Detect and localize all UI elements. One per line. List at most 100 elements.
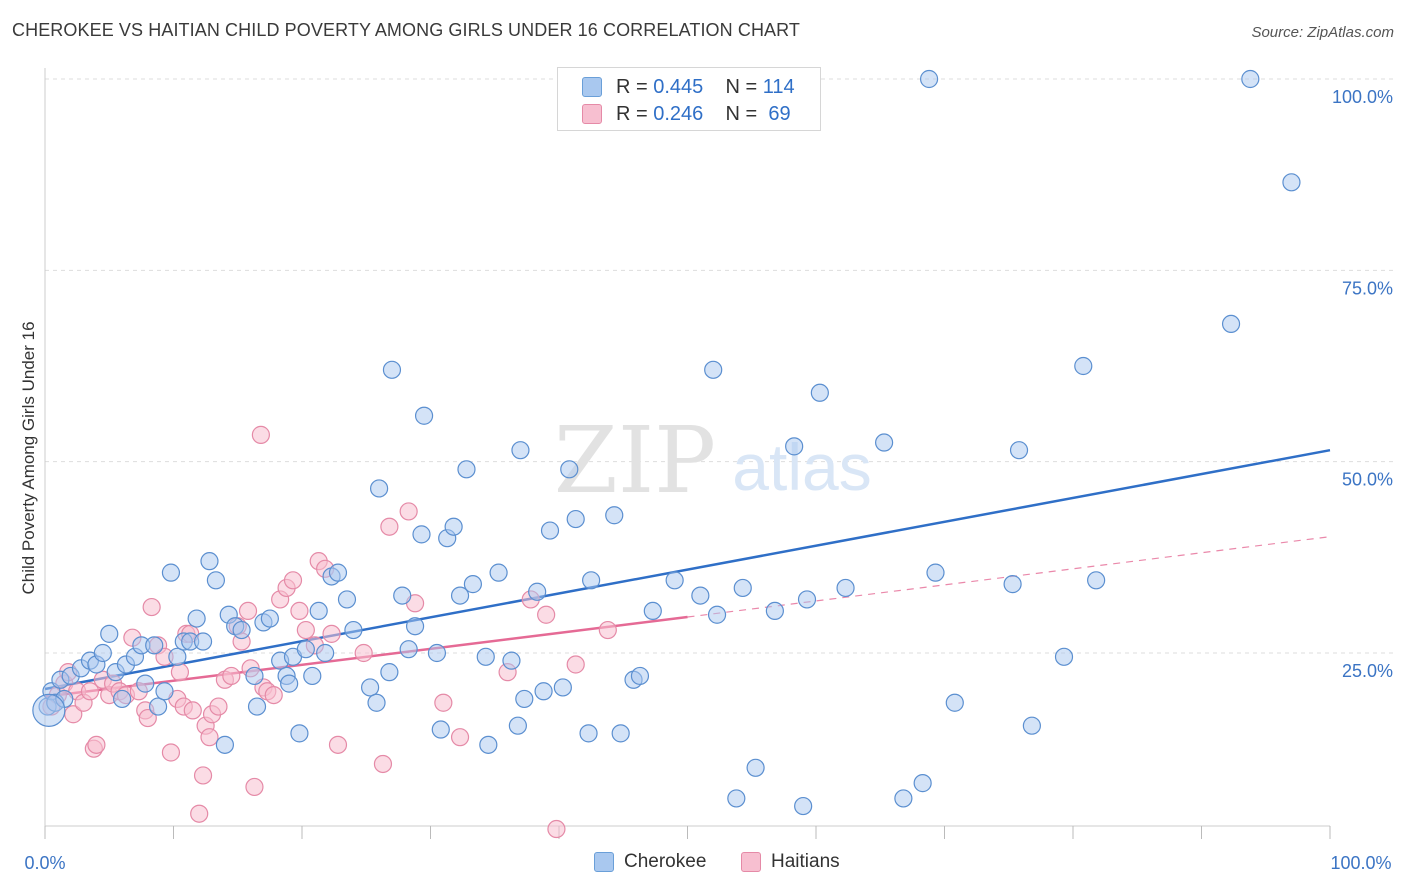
haitians-point	[283, 571, 303, 590]
haitians-point	[245, 777, 264, 797]
cherokee-point	[785, 437, 804, 456]
y-tick-label: 75.0%	[1342, 278, 1393, 298]
legend-n-label: N =	[725, 75, 758, 98]
cherokee-point	[405, 617, 425, 636]
cherokee-point	[515, 689, 534, 709]
cherokee-point	[611, 724, 630, 743]
haitians-point	[373, 754, 393, 774]
cherokee-point	[280, 674, 299, 693]
cherokee-trend-line	[44, 448, 1331, 691]
cherokee-point	[187, 609, 206, 628]
legend: R = 0.445 N = 114 R = 0.246 N = 69	[557, 67, 821, 131]
haitians-point	[161, 743, 181, 762]
cherokee-point	[145, 636, 164, 655]
haitians-point	[328, 735, 348, 754]
cherokee-point	[765, 601, 784, 621]
legend-swatch-cherokee	[582, 77, 602, 97]
haitians-point	[399, 502, 418, 521]
cherokee-point	[1282, 173, 1301, 192]
cherokee-point	[427, 643, 447, 663]
legend-r-label: R =	[616, 102, 648, 125]
bottom-legend-label: Cherokee	[624, 851, 707, 872]
cherokee-point	[380, 663, 399, 682]
cherokee-point	[836, 578, 855, 598]
haitians-point	[434, 693, 453, 712]
cherokee-point	[643, 601, 662, 621]
cherokee-point	[566, 509, 585, 529]
cherokee-point	[528, 582, 547, 601]
cherokee-point	[797, 590, 817, 609]
cherokee-point	[630, 666, 650, 686]
cherokee-point	[1074, 356, 1093, 376]
cherokee-point	[32, 693, 66, 728]
haitians-point	[290, 601, 309, 621]
cherokee-point	[746, 758, 765, 777]
cherokee-point	[193, 632, 213, 651]
cherokee-point	[412, 525, 431, 544]
haitians-point	[450, 728, 470, 747]
haitians-point	[322, 624, 341, 643]
haitians-point	[80, 682, 100, 701]
y-tick-label: 25.0%	[1342, 661, 1393, 681]
cherokee-point	[691, 586, 710, 605]
cherokee-point	[794, 796, 813, 816]
cherokee-point	[1022, 716, 1041, 735]
cherokee-point	[344, 620, 363, 640]
cherokee-point	[707, 605, 727, 624]
cherokee-point	[926, 563, 945, 582]
cherokee-point	[534, 682, 553, 701]
cherokee-point	[553, 678, 572, 697]
cherokee-point	[93, 643, 112, 663]
cherokee-point	[148, 697, 168, 716]
cherokee-point	[919, 69, 939, 89]
cherokee-point	[161, 563, 181, 582]
x-tick-label: 100.0%	[1330, 853, 1391, 873]
cherokee-point	[309, 601, 328, 621]
cherokee-point	[727, 789, 746, 808]
legend-r-label: R =	[616, 75, 648, 98]
watermark-atlas: atlas	[732, 430, 871, 504]
haitians-trend-extension	[687, 536, 1331, 618]
cherokee-point	[1003, 575, 1022, 594]
cherokee-point	[247, 697, 267, 716]
chart-title: CHEROKEE VS HAITIAN CHILD POVERTY AMONG …	[12, 20, 801, 40]
haitians-point	[190, 804, 209, 823]
cherokee-point	[733, 578, 752, 598]
cherokee-point	[1241, 69, 1260, 89]
cherokee-point	[476, 647, 495, 666]
cherokee-point	[290, 724, 309, 743]
cherokee-point	[260, 609, 279, 628]
legend-r-value: 0.445	[653, 75, 704, 98]
y-axis-label: Child Poverty Among Girls Under 16	[19, 321, 38, 594]
cherokee-point	[399, 640, 418, 659]
source-label: Source: ZipAtlas.com	[1251, 24, 1394, 41]
cherokee-point	[508, 716, 527, 735]
cherokee-point	[361, 678, 380, 697]
cherokee-point	[479, 735, 498, 754]
cherokee-point	[382, 360, 402, 379]
cherokee-point	[370, 479, 389, 498]
haitians-point	[142, 597, 161, 617]
haitians-point	[251, 425, 270, 444]
cherokee-point	[414, 406, 434, 425]
haitians-point	[87, 735, 106, 754]
haitians-point	[296, 620, 315, 640]
haitians-point	[264, 685, 283, 705]
cherokee-point	[463, 575, 483, 594]
y-tick-label: 50.0%	[1342, 470, 1393, 490]
cherokee-point	[1087, 571, 1106, 590]
cherokee-point	[540, 521, 560, 540]
cherokee-point	[444, 517, 463, 536]
cherokee-point	[316, 643, 335, 663]
haitians-point	[354, 643, 373, 663]
cherokee-point	[112, 689, 132, 709]
haitians-point	[138, 708, 157, 728]
cherokee-point	[665, 571, 684, 590]
legend-n-value: 114	[762, 75, 795, 98]
y-tick-label: 100.0%	[1332, 87, 1393, 107]
cherokee-point	[704, 360, 723, 379]
bottom-legend-swatch-cherokee	[594, 852, 614, 872]
bottom-legend-cherokee: Cherokee	[594, 851, 706, 873]
cherokee-point	[579, 724, 598, 743]
